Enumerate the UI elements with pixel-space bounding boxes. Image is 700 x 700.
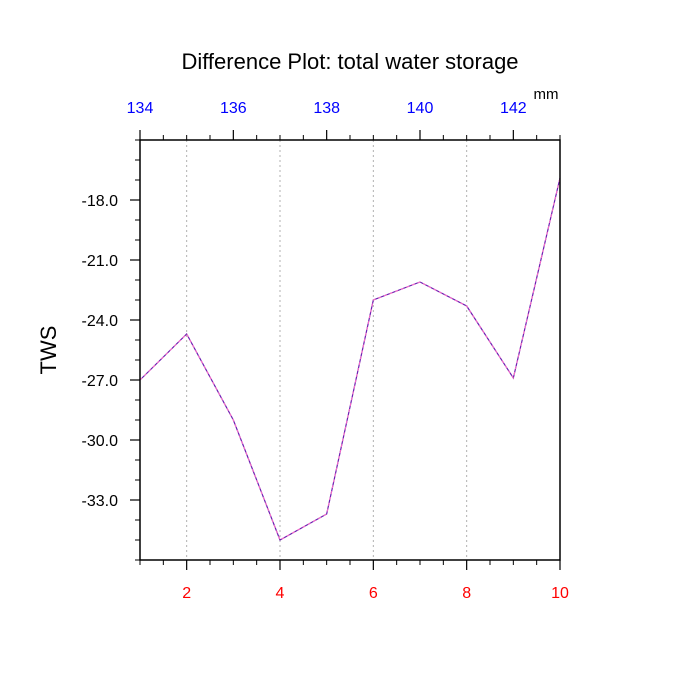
x-tick-label: 2: [182, 585, 191, 602]
y-tick-label: -27.0: [82, 373, 119, 390]
top-axis-unit: mm: [534, 86, 559, 103]
top-tick-label: 142: [500, 100, 527, 117]
y-tick-label: -24.0: [82, 313, 119, 330]
y-axis-label: TWS: [36, 326, 61, 375]
series-layer: [139, 177, 561, 541]
y-tick-label: -33.0: [82, 493, 119, 510]
y-tick-label: -21.0: [82, 253, 119, 270]
grid-layer: [186, 140, 468, 560]
y-tick-label: -18.0: [82, 193, 119, 210]
top-tick-label: 140: [407, 100, 434, 117]
series-line: [139, 177, 561, 541]
x-tick-label: 8: [462, 585, 471, 602]
series-line-dash: [139, 177, 561, 541]
tick-labels-layer: 2 4 6 8 10 134 136 138 140 142 -18.0 -21.0 -24.0 -27.…: [82, 100, 569, 602]
x-tick-label: 6: [369, 585, 378, 602]
ticks-layer: [130, 130, 561, 570]
chart-title: Difference Plot: total water storage: [181, 49, 518, 74]
top-tick-label: 134: [127, 100, 154, 117]
y-tick-label: -30.0: [82, 433, 119, 450]
top-tick-label: 138: [313, 100, 340, 117]
x-tick-label: 10: [551, 585, 569, 602]
top-tick-label: 136: [220, 100, 247, 117]
plot-frame: [139, 139, 561, 561]
x-tick-label: 4: [276, 585, 285, 602]
